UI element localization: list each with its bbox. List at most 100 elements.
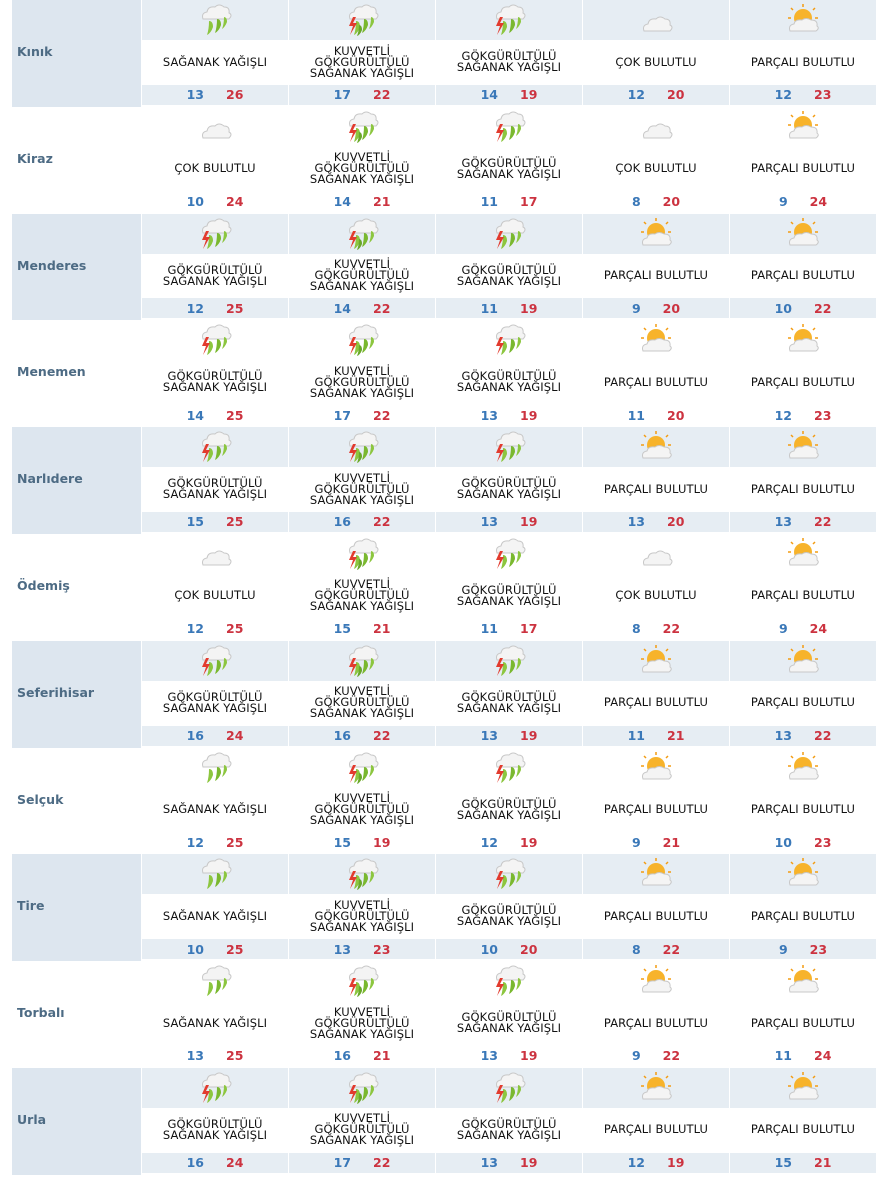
temperature-range: 15 25 [142, 511, 288, 532]
max-temperature: 22 [373, 728, 391, 744]
min-temperature: 17 [333, 407, 351, 423]
min-temperature: 9 [631, 834, 641, 850]
temperature-range: 12 25 [142, 298, 288, 319]
temperature-range: 13 25 [142, 1046, 288, 1066]
max-temperature: 19 [373, 834, 391, 850]
forecast-day-cell: PARÇALI BULUTLU 9 20 [583, 213, 729, 321]
city-row: Narlıdere GÖKGÜRÜLTÜLÜ SAĞANAK YAĞIŞLI 15 2… [12, 427, 878, 534]
weather-description: KUVVETLİ GÖKGÜRÜLTÜLÜ SAĞANAK YAĞIŞLI [309, 150, 415, 187]
max-temperature: 19 [667, 1155, 685, 1171]
weather-icon-box [730, 534, 876, 574]
city-row: Ödemiş ÇOK BULUTLU 12 25 KUVVETLİ GÖKGÜRÜLTÜ… [12, 533, 878, 641]
max-temperature: 22 [373, 514, 391, 530]
max-temperature: 24 [226, 1155, 244, 1171]
weather-icon-box [289, 1067, 435, 1108]
weather-description: PARÇALI BULUTLU [750, 374, 856, 389]
temperature-range: 15 21 [730, 1152, 876, 1173]
max-temperature: 25 [226, 300, 244, 316]
forecast-day-cell: GÖKGÜRÜLTÜLÜ SAĞANAK YAĞIŞLI 16 24 [142, 640, 288, 748]
weather-icon-box [730, 107, 876, 147]
forecast-day-cell: GÖKGÜRÜLTÜLÜ SAĞANAK YAĞIŞLI 14 25 [142, 320, 288, 427]
city-name: Narlıdere [17, 471, 83, 487]
forecast-day-cell: GÖKGÜRÜLTÜLÜ SAĞANAK YAĞIŞLI 10 20 [436, 854, 582, 961]
partly-cloudy-icon [638, 1071, 674, 1105]
weather-icon-box [730, 640, 876, 681]
city-name: Tire [17, 898, 45, 914]
weather-icon-box [730, 748, 876, 788]
weather-icon-box [436, 854, 582, 895]
weather-icon-box [142, 320, 288, 360]
max-temperature: 17 [520, 621, 538, 637]
temperature-range: 13 20 [583, 511, 729, 532]
thunder-showers-icon [491, 3, 527, 37]
temperature-range: 13 23 [289, 939, 435, 960]
weather-description: PARÇALI BULUTLU [750, 54, 856, 69]
forecast-table: Kınık SAĞANAK YAĞIŞLI 13 26 KUVVETLİ GÖKGÜRÜ… [12, 0, 878, 1175]
max-temperature: 24 [814, 1048, 832, 1064]
partly-cloudy-icon [785, 110, 821, 144]
partly-cloudy-icon [785, 217, 821, 251]
max-temperature: 23 [814, 407, 832, 423]
thunder-showers-icon [491, 537, 527, 571]
weather-description: PARÇALI BULUTLU [750, 268, 856, 283]
forecast-day-cell: PARÇALI BULUTLU 12 23 [730, 320, 876, 427]
temperature-range: 9 24 [730, 619, 876, 639]
partly-cloudy-icon [785, 537, 821, 571]
temperature-range: 8 22 [583, 619, 729, 639]
max-temperature: 21 [373, 1048, 391, 1064]
temperature-range: 9 24 [730, 192, 876, 212]
forecast-day-cell: PARÇALI BULUTLU 9 21 [583, 748, 729, 855]
temperature-range: 11 17 [436, 192, 582, 212]
min-temperature: 13 [480, 1048, 498, 1064]
heavy-thunder-showers-icon [344, 323, 380, 357]
city-cell: Kiraz [12, 106, 142, 214]
forecast-day-cell: SAĞANAK YAĞIŞLI 12 25 [142, 748, 288, 855]
temperature-range: 16 24 [142, 1152, 288, 1173]
max-temperature: 22 [662, 941, 681, 957]
weather-icon-box [583, 748, 729, 788]
weather-icon-box [583, 640, 729, 681]
partly-cloudy-icon [638, 323, 674, 357]
weather-description: GÖKGÜRÜLTÜLÜ SAĞANAK YAĞIŞLI [456, 1116, 562, 1142]
max-temperature: 22 [662, 1048, 681, 1064]
temperature-range: 8 20 [583, 192, 729, 212]
thunder-showers-icon [491, 323, 527, 357]
min-temperature: 14 [333, 300, 351, 316]
temperature-range: 9 23 [730, 939, 876, 960]
temperature-range: 16 22 [289, 725, 435, 746]
min-temperature: 14 [480, 87, 498, 103]
forecast-day-cell: PARÇALI BULUTLU 13 22 [730, 640, 876, 748]
city-name: Kiraz [17, 150, 53, 166]
max-temperature: 19 [520, 407, 538, 423]
partly-cloudy-icon [785, 751, 821, 785]
weather-icon-box [730, 1067, 876, 1108]
temperature-range: 10 20 [436, 939, 582, 960]
cloudy-icon [197, 537, 233, 571]
max-temperature: 19 [520, 514, 538, 530]
min-temperature: 11 [774, 1048, 792, 1064]
thunder-showers-icon [197, 217, 233, 251]
forecast-day-cell: SAĞANAK YAĞIŞLI 13 26 [142, 0, 288, 107]
weather-icon-box [142, 640, 288, 681]
min-temperature: 9 [778, 194, 788, 210]
weather-icon-box [142, 0, 288, 40]
partly-cloudy-icon [785, 323, 821, 357]
forecast-day-cell: PARÇALI BULUTLU 9 24 [730, 534, 876, 641]
city-name: Selçuk [17, 791, 64, 807]
weather-description: GÖKGÜRÜLTÜLÜ SAĞANAK YAĞIŞLI [456, 1010, 562, 1036]
weather-icon-box [730, 854, 876, 895]
min-temperature: 10 [480, 941, 498, 957]
weather-icon-box [583, 427, 729, 468]
min-temperature: 11 [480, 621, 498, 637]
partly-cloudy-icon [638, 217, 674, 251]
min-temperature: 15 [333, 621, 351, 637]
max-temperature: 19 [520, 1155, 538, 1171]
weather-description: ÇOK BULUTLU [174, 161, 256, 176]
weather-icon-box [583, 854, 729, 895]
temperature-range: 12 25 [142, 832, 288, 852]
min-temperature: 12 [186, 300, 204, 316]
min-temperature: 12 [186, 834, 204, 850]
weather-description: PARÇALI BULUTLU [603, 481, 709, 496]
max-temperature: 23 [814, 834, 832, 850]
temperature-range: 12 23 [730, 84, 876, 105]
